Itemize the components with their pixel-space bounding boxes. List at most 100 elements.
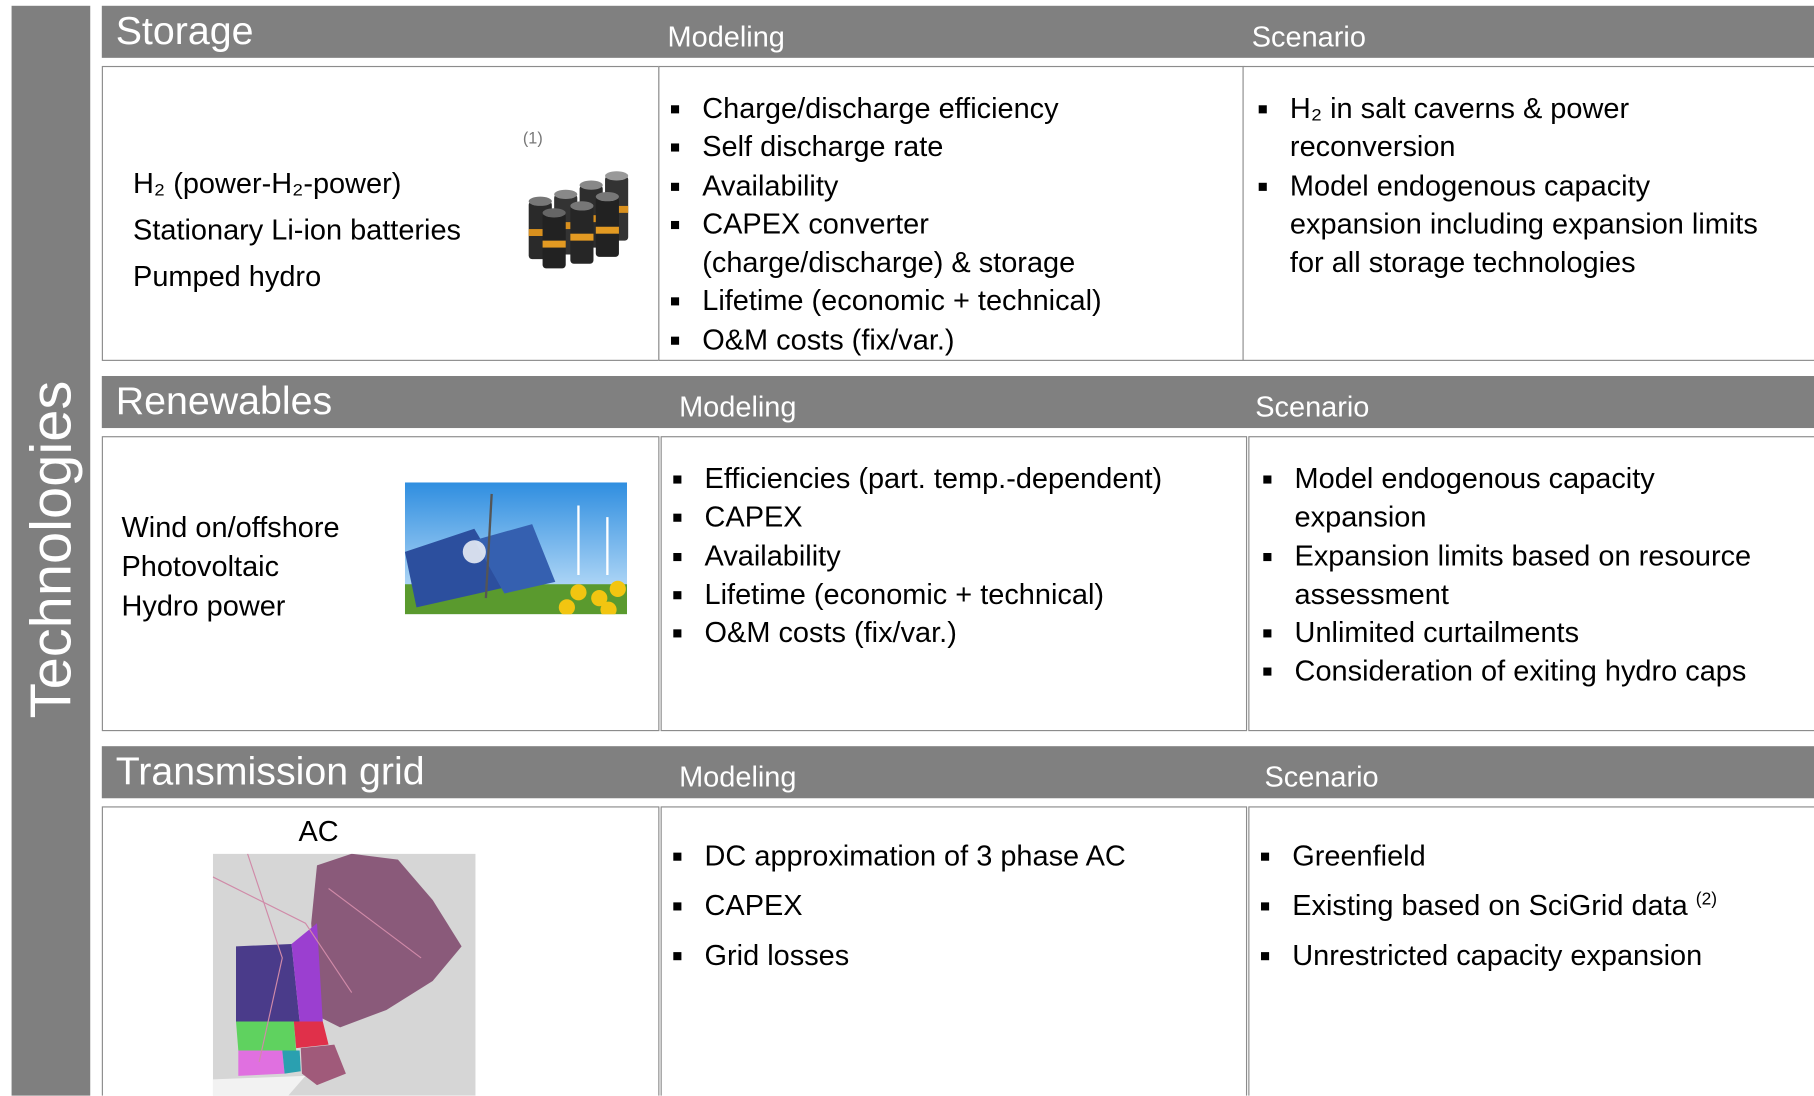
bullet-item: Unrestricted capacity expansion (1261, 937, 1772, 976)
content-box (1248, 806, 1814, 1096)
bullet-text: O&M costs (fix/var.) (702, 323, 955, 357)
column-header: Modeling (679, 391, 797, 424)
bullet-text: Model endogenous capacity expansion (1294, 462, 1655, 534)
content-box (660, 806, 1248, 1096)
bullet-item: CAPEX (673, 887, 1194, 926)
bullet (673, 475, 682, 484)
section-header: Storage Modeling Scenario (101, 5, 1814, 58)
bullet (1263, 629, 1272, 638)
section-header: Renewables Modeling Scenario (101, 375, 1814, 429)
bullet-item: Availability (673, 537, 1194, 576)
bullet-item: Model endogenous capacity expansion incl… (1258, 167, 1782, 283)
battery-image (528, 171, 629, 269)
modeling-list: Charge/discharge efficiency Self discharg… (670, 90, 1122, 360)
bullet-text: H₂ in salt caverns & power reconversion (1289, 92, 1630, 164)
modeling-list: DC approximation of 3 phase AC CAPEX Grid … (673, 838, 1194, 987)
section-title: Transmission grid (115, 749, 425, 794)
column-header: Scenario (1255, 391, 1370, 424)
bullet-item: Expansion limits based on resource asses… (1263, 537, 1774, 614)
footnote-ref: (2) (1695, 889, 1718, 910)
bullet-text: DC approximation of 3 phase AC (704, 839, 1126, 873)
bullet-text: Self discharge rate (702, 131, 944, 164)
bullet-item: O&M costs (fix/var.) (673, 615, 1194, 654)
bullet (673, 514, 682, 523)
bullet-text: Unrestricted capacity expansion (1292, 939, 1703, 972)
renewables-image (404, 482, 628, 618)
column-header: Scenario (1264, 761, 1379, 794)
bullet-item: Lifetime (economic + technical) (673, 576, 1194, 615)
technology-item: AC (298, 815, 339, 849)
bullet-text: Greenfield (1292, 839, 1426, 873)
bullet-item: DC approximation of 3 phase AC (673, 838, 1194, 877)
image-frame (404, 482, 628, 620)
grid-map (212, 853, 476, 1096)
bullet (670, 143, 680, 152)
bullet-item: Existing based on SciGrid data (2) (1261, 887, 1772, 926)
bullet-item: Grid losses (673, 937, 1194, 976)
modeling-list: Efficiencies (part. temp.-dependent) CAPE… (673, 460, 1194, 653)
bullet (673, 629, 682, 638)
content-box (660, 436, 1248, 732)
content-box (1242, 65, 1814, 361)
bullet (1261, 852, 1270, 861)
side-bar: Technologies (11, 5, 91, 1096)
bullet-text: CAPEX converter (charge/discharge) & sto… (702, 208, 1076, 280)
bullet-text: Unlimited curtailments (1294, 616, 1580, 650)
bullet-text: Lifetime (economic + technical) (702, 285, 1102, 318)
bullet-item: Charge/discharge efficiency (670, 90, 1122, 129)
scenario-list: H₂ in salt caverns & power reconversion M… (1258, 90, 1782, 283)
bullet (670, 182, 680, 191)
technology-item: Pumped hydro (133, 260, 322, 293)
bullet (1263, 475, 1272, 484)
column-header: Modeling (679, 761, 797, 794)
section-title: Renewables (115, 379, 333, 424)
bullet (673, 902, 682, 911)
content-box (658, 65, 1245, 361)
bullet (670, 105, 680, 114)
bullet-text: Efficiencies (part. temp.-dependent) (704, 462, 1163, 496)
bullet-item: Model endogenous capacity expansion (1263, 460, 1774, 537)
technology-item: Hydro power (121, 590, 286, 623)
column-header: Modeling (667, 20, 785, 54)
image-footnote: (1) (522, 128, 543, 147)
bullet-text: Grid losses (704, 939, 850, 972)
bullet (1263, 668, 1272, 677)
column-header: Scenario (1251, 20, 1366, 54)
bullet-text: Lifetime (economic + technical) (704, 578, 1105, 611)
bullet (670, 297, 680, 306)
bullet-item: Greenfield (1261, 838, 1772, 877)
side-label: Technologies (18, 380, 84, 719)
bullet (670, 336, 680, 345)
bullet-text: Model endogenous capacity expansion incl… (1289, 169, 1758, 280)
bullet-item: Efficiencies (part. temp.-dependent) (673, 460, 1194, 499)
bullet (1263, 552, 1272, 561)
bullet (1261, 902, 1270, 911)
image-frame (515, 162, 642, 279)
bullet (673, 952, 682, 961)
bullet-item: Availability (670, 167, 1122, 206)
bullet (1258, 182, 1267, 191)
bullet-text: O&M costs (fix/var.) (704, 616, 957, 650)
bullet-text: CAPEX (704, 501, 803, 534)
bullet (673, 552, 682, 561)
bullet (673, 852, 682, 861)
bullet-text: CAPEX (704, 889, 803, 923)
section-header: Transmission grid Modeling Scenario (101, 746, 1814, 799)
bullet-text: Availability (702, 169, 839, 202)
bullet-text: Consideration of exiting hydro caps (1294, 655, 1747, 688)
technology-item: H₂ (power-H₂-power) (133, 167, 402, 201)
bullet-item: H₂ in salt caverns & power reconversion (1258, 90, 1782, 167)
bullet-item: Self discharge rate (670, 129, 1122, 168)
bullet-item: O&M costs (fix/var.) (670, 321, 1122, 360)
bullet (1258, 105, 1267, 114)
bullet (670, 220, 680, 229)
section-title: Storage (115, 9, 254, 54)
scenario-list: Model endogenous capacity expansion Expan… (1263, 460, 1774, 691)
bullet-text: Existing based on SciGrid data (1292, 889, 1688, 923)
bullet-item: CAPEX converter (charge/discharge) & sto… (670, 206, 1122, 283)
bullet-item: CAPEX (673, 499, 1194, 538)
technology-item: Stationary Li-ion batteries (133, 214, 462, 247)
bullet-item: Lifetime (economic + technical) (670, 283, 1122, 322)
